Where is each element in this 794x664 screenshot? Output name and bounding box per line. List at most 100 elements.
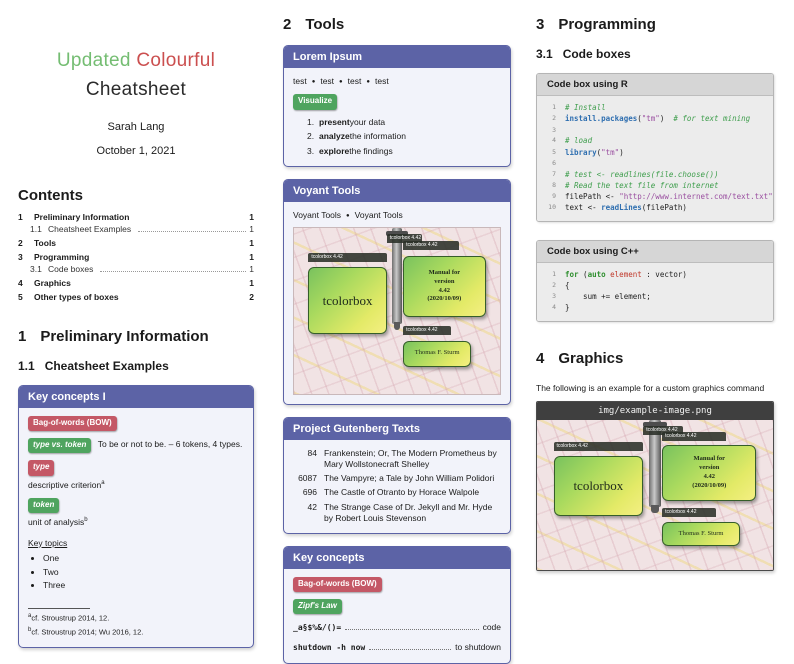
toc-number: 5 (18, 291, 23, 302)
r-code-box: Code box using R 1 # Install 2 install.pac… (536, 73, 774, 222)
toc-entry[interactable]: 3.1 Code boxes 1 (18, 264, 254, 274)
bullet-separator: ● (346, 212, 350, 219)
title-word-colourful: Colourful (136, 50, 216, 71)
line-number: 1 (552, 103, 556, 111)
code-line: 10 text <- readLines(filePath) (545, 202, 765, 213)
list-item: 1. present your data (307, 116, 386, 127)
toc-label: Graphics (34, 277, 71, 288)
column-left: Updated Colourful Cheatsheet Sarah Lang … (18, 0, 254, 648)
section-number: 2 (283, 16, 292, 33)
mini-titlebar: tcolorbox 4.42 (662, 508, 717, 517)
toc-entry[interactable]: 3 Programming 1 (18, 252, 254, 262)
badge-row: Bag-of-words (BOW) (28, 415, 244, 432)
key-concepts-1-box: Key concepts I Bag-of-words (BOW) type v… (18, 384, 254, 648)
footnote-mark-b: b (84, 517, 88, 524)
code-line: 8 # Read the text file from internet (545, 180, 765, 191)
book-title: The Castle of Otranto by Horace Walpole (324, 487, 480, 498)
toc-number: 1 (18, 211, 23, 222)
cpp-code-box: Code box using C++ 1 for (auto element : … (536, 239, 774, 322)
section-1-1-heading: 1.1 Cheatsheet Examples (18, 359, 254, 373)
mini-titlebar: tcolorbox 4.42 (553, 442, 644, 451)
graphics-intro-text: The following is an example for a custom… (536, 382, 765, 393)
toc-leader (100, 270, 247, 272)
lorem-ipsum-box: Lorem Ipsum test ● test ● test ● test Visualiz… (283, 45, 511, 168)
column-right: 3 Programming 3.1 Code boxes Code box usin… (536, 0, 774, 571)
toc-page: 2 (249, 291, 254, 302)
box-title: Voyant Tools (284, 180, 510, 203)
toc-entry[interactable]: 5 Other types of boxes 2 (18, 292, 254, 302)
toc-entry[interactable]: 4 Graphics 1 (18, 278, 254, 288)
toc-number: 2 (18, 237, 23, 248)
tcolorbox-main-box: tcolorbox (553, 455, 644, 516)
line-number: 4 (552, 136, 556, 145)
badge-row: Zipf's Law (293, 599, 501, 615)
code-text: # Read the text file from internet (565, 180, 719, 190)
box-body: 84 Frankenstein; Or, The Modern Promethe… (284, 440, 510, 533)
badge-visualize: Visualize (293, 94, 338, 110)
badge-row: type vs. token To be or not to be. – 6 t… (28, 438, 244, 454)
box-body: test ● test ● test ● test Visualize 1. present … (284, 68, 510, 166)
book-id: 42 (307, 501, 317, 512)
bullet-separator: ● (311, 78, 316, 85)
code-text: install.packages("tm") # for text mining (565, 114, 751, 124)
toc-page: 1 (249, 263, 254, 274)
dotted-leader (369, 649, 452, 651)
table-of-contents: 1 Preliminary Information 1 1.1 Cheatshe… (18, 212, 254, 302)
title-word-updated: Updated (56, 50, 131, 71)
glossary-line: shutdown -h now to shutdown (293, 642, 501, 654)
section-title: Graphics (558, 349, 624, 367)
table-row: 6087 The Vampyre; a Tale by John William… (293, 473, 501, 484)
book-id: 6087 (298, 472, 317, 483)
line-number: 9 (552, 192, 556, 200)
section-1-heading: 1 Preliminary Information (18, 328, 254, 345)
section-3-1-heading: 3.1 Code boxes (536, 47, 774, 61)
box-title: Key concepts I (19, 385, 253, 408)
badge-row: Bag-of-words (BOW) (293, 576, 501, 593)
toc-entry[interactable]: 1.1 Cheatsheet Examples 1 (18, 224, 254, 234)
box-title: Lorem Ipsum (284, 46, 510, 68)
author-name: Sarah Lang (107, 120, 165, 133)
line-number: 3 (552, 292, 556, 300)
tcolorbox-manual-box: Manual for version 4.42 (2020/10/09) (662, 445, 757, 501)
list-item: Three (43, 580, 244, 591)
code-box-title: Code box using C++ (537, 240, 773, 263)
section-number: 4 (536, 349, 545, 367)
code-text: { (565, 280, 570, 290)
clamp-graphic (386, 227, 409, 331)
code-text: } (565, 303, 570, 313)
column-middle: 2 Tools Lorem Ipsum test ● test ● test ● test V… (283, 0, 511, 664)
dotted-leader (345, 629, 479, 631)
key-topics-label: Key topics (28, 537, 68, 548)
glossary-definition: code (482, 622, 501, 633)
toc-label: Code boxes (48, 263, 94, 274)
glossary-line: _a§$%&/()= code (293, 622, 501, 634)
list-item: 3. explore the findings (307, 145, 393, 156)
code-text: filePath <- "http://www.internet.com/tex… (565, 192, 773, 201)
line-number: 6 (552, 158, 556, 167)
footnote-mark-a: a (101, 479, 105, 486)
toc-number: 4 (18, 277, 23, 288)
tcolorbox-example-image: tcolorbox 4.42 tcolorbox 4.42 tcolorbox … (537, 419, 773, 570)
key-concepts-2-box: Key concepts Bag-of-words (BOW) Zipf's L… (283, 545, 511, 664)
book-id: 696 (302, 487, 317, 498)
example-image-panel: img/example-image.png tcolorbox 4.42 tco… (536, 400, 774, 571)
code-box-title: Code box using R (537, 74, 773, 96)
code-line: 5 library("tm") (545, 147, 765, 158)
mini-titlebar: tcolorbox 4.42 (386, 234, 422, 244)
footnote-a: acf. Stroustrup 2014, 12. (28, 612, 110, 623)
tcolorbox-author-box: Thomas F. Sturm (403, 340, 472, 368)
code-box-body[interactable]: 1 for (auto element : vector) 2{ 3 sum +=… (537, 262, 773, 321)
toc-entry[interactable]: 1 Preliminary Information 1 (18, 212, 254, 222)
section-number: 3 (536, 16, 545, 33)
subsection-number: 3.1 (536, 47, 553, 61)
code-line: 2 install.packages("tm") # for text minin… (545, 113, 765, 124)
line-number: 8 (552, 180, 556, 189)
code-line: 6 (545, 158, 765, 169)
contents-heading: Contents (18, 186, 83, 204)
section-title: Programming (558, 16, 656, 33)
box-title: Key concepts (284, 546, 510, 569)
code-box-body[interactable]: 1 # Install 2 install.packages("tm") # for… (537, 96, 773, 221)
toc-label: Cheatsheet Examples (48, 223, 132, 234)
line-number: 3 (552, 125, 556, 134)
toc-entry[interactable]: 2 Tools 1 (18, 238, 254, 248)
